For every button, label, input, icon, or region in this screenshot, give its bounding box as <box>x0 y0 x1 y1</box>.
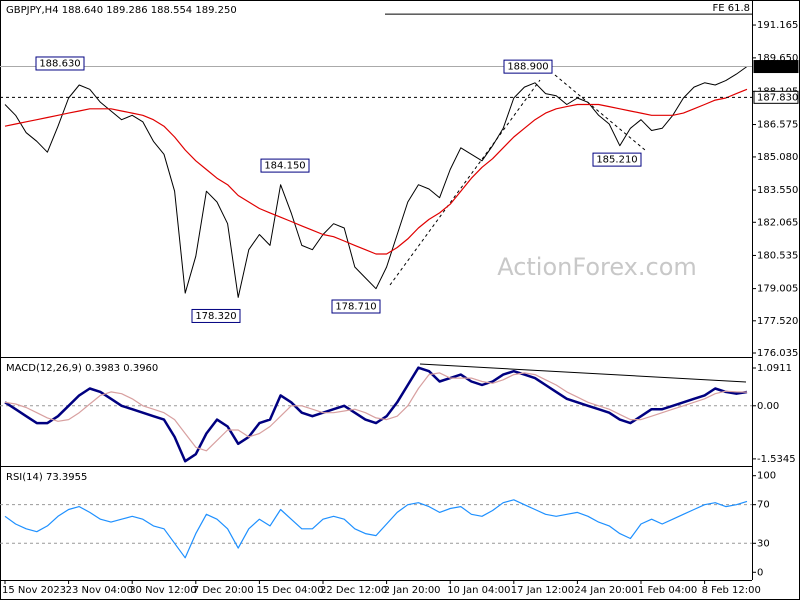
annotation-box <box>260 158 310 173</box>
x-tick-label: 10 Jan 04:00 <box>447 585 510 596</box>
annotation-label: 178.320 <box>195 311 236 322</box>
panel-title: RSI(14) 73.3955 <box>6 472 87 483</box>
level-label: 187.830 <box>757 92 798 103</box>
x-tick-label: 15 Nov 2023 <box>2 585 66 596</box>
annotation-label: 188.900 <box>507 62 548 73</box>
level-label: FE 61.8 <box>712 3 750 14</box>
x-tick-label: 30 Nov 12:00 <box>129 585 196 596</box>
x-tick-label: 22 Dec 12:00 <box>320 585 387 596</box>
x-tick-label: 8 Feb 12:00 <box>702 585 761 596</box>
annotation-box <box>503 59 553 74</box>
y-tick-label: 30 <box>757 538 770 549</box>
series-line <box>4 366 748 463</box>
series-line <box>4 88 748 255</box>
annotation-box <box>331 299 381 314</box>
y-tick-label: 180.535 <box>757 250 798 261</box>
y-tick-label: -1.5345 <box>757 454 796 465</box>
y-tick-label: 185.080 <box>757 152 798 163</box>
y-tick-label: 186.575 <box>757 120 798 131</box>
y-tick-label: 0 <box>757 567 763 578</box>
trend-line <box>419 363 747 383</box>
y-tick-label: 177.520 <box>757 316 798 327</box>
x-tick-label: 17 Jan 12:00 <box>511 585 574 596</box>
y-tick-label: 191.165 <box>757 20 798 31</box>
annotation-box <box>35 56 85 71</box>
series-line <box>4 499 748 559</box>
annotation-label: 185.210 <box>596 155 637 166</box>
annotation-box <box>191 308 241 323</box>
level-box <box>753 60 799 74</box>
y-tick-label: 189.650 <box>757 53 798 64</box>
annotation-label: 188.630 <box>39 58 80 69</box>
y-tick-label: 0.00 <box>757 401 779 412</box>
level-box <box>753 90 799 104</box>
x-tick-label: 24 Jan 20:00 <box>574 585 637 596</box>
x-tick-label: 7 Dec 20:00 <box>193 585 254 596</box>
panel-title: GBPJPY,H4 188.640 189.286 188.554 189.25… <box>6 5 237 16</box>
y-tick-label: 1.0911 <box>757 363 792 374</box>
annotation-label: 178.710 <box>335 302 376 313</box>
y-tick-label: 176.035 <box>757 348 798 359</box>
annotation-label: 184.150 <box>264 161 305 172</box>
level-label: 189.250 <box>757 62 798 73</box>
trend-line <box>389 79 541 286</box>
y-tick-label: 100 <box>757 471 776 482</box>
x-tick-label: 15 Dec 04:00 <box>256 585 323 596</box>
trend-line <box>554 74 646 151</box>
y-tick-label: 183.550 <box>757 185 798 196</box>
x-tick-label: 23 Nov 04:00 <box>66 585 133 596</box>
watermark: ActionForex.com <box>497 253 697 281</box>
panel-title: MACD(12,26,9) 0.3983 0.3960 <box>6 363 158 374</box>
y-tick-label: 70 <box>757 500 770 511</box>
y-tick-label: 179.005 <box>757 284 798 295</box>
series-line <box>4 66 748 298</box>
y-tick-label: 182.065 <box>757 217 798 228</box>
annotation-box <box>592 152 642 167</box>
x-tick-label: 1 Feb 04:00 <box>638 585 697 596</box>
series-line <box>4 372 748 452</box>
x-tick-label: 2 Jan 20:00 <box>384 585 441 596</box>
